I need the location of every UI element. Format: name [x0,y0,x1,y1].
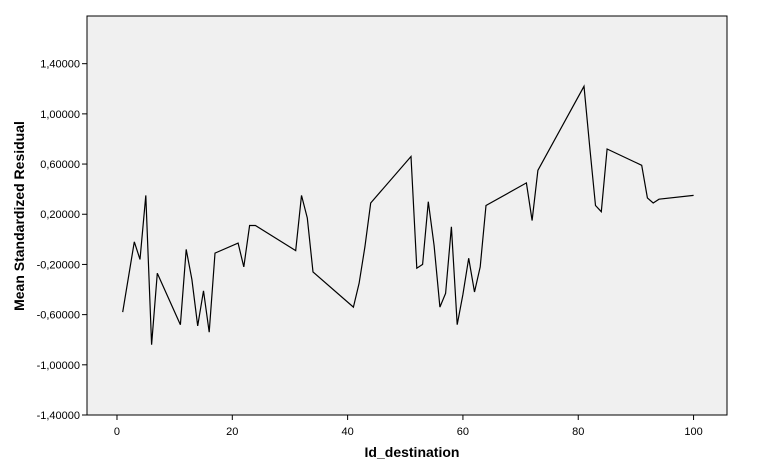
y-tick-label: 1,00000 [40,109,80,121]
x-tick-label: 80 [572,426,584,438]
y-tick-label: 0,20000 [40,209,80,221]
y-axis: -1,40000 -1,00000 -0,60000 -0,20000 0,20000 0… [37,59,87,422]
y-tick-label: -0,20000 [37,259,80,271]
y-tick-label: -0,60000 [37,310,80,322]
x-tick-label: 20 [226,426,238,438]
x-tick-label: 0 [114,426,120,438]
y-tick-label: -1,00000 [37,360,80,372]
x-axis: 0 20 40 60 80 100 [114,415,703,438]
y-tick-label: 0,60000 [40,159,80,171]
x-tick-label: 100 [684,426,702,438]
y-tick-label: 1,40000 [40,59,80,71]
series-line [122,84,694,345]
series-layer [122,84,694,345]
x-tick-label: 60 [457,426,469,438]
x-axis-title: Id_destination [365,444,460,460]
x-tick-label: 40 [341,426,353,438]
plot-area [86,15,728,416]
y-tick-label: -1,40000 [37,410,80,422]
y-axis-title: Mean Standardized Residual [11,121,27,311]
